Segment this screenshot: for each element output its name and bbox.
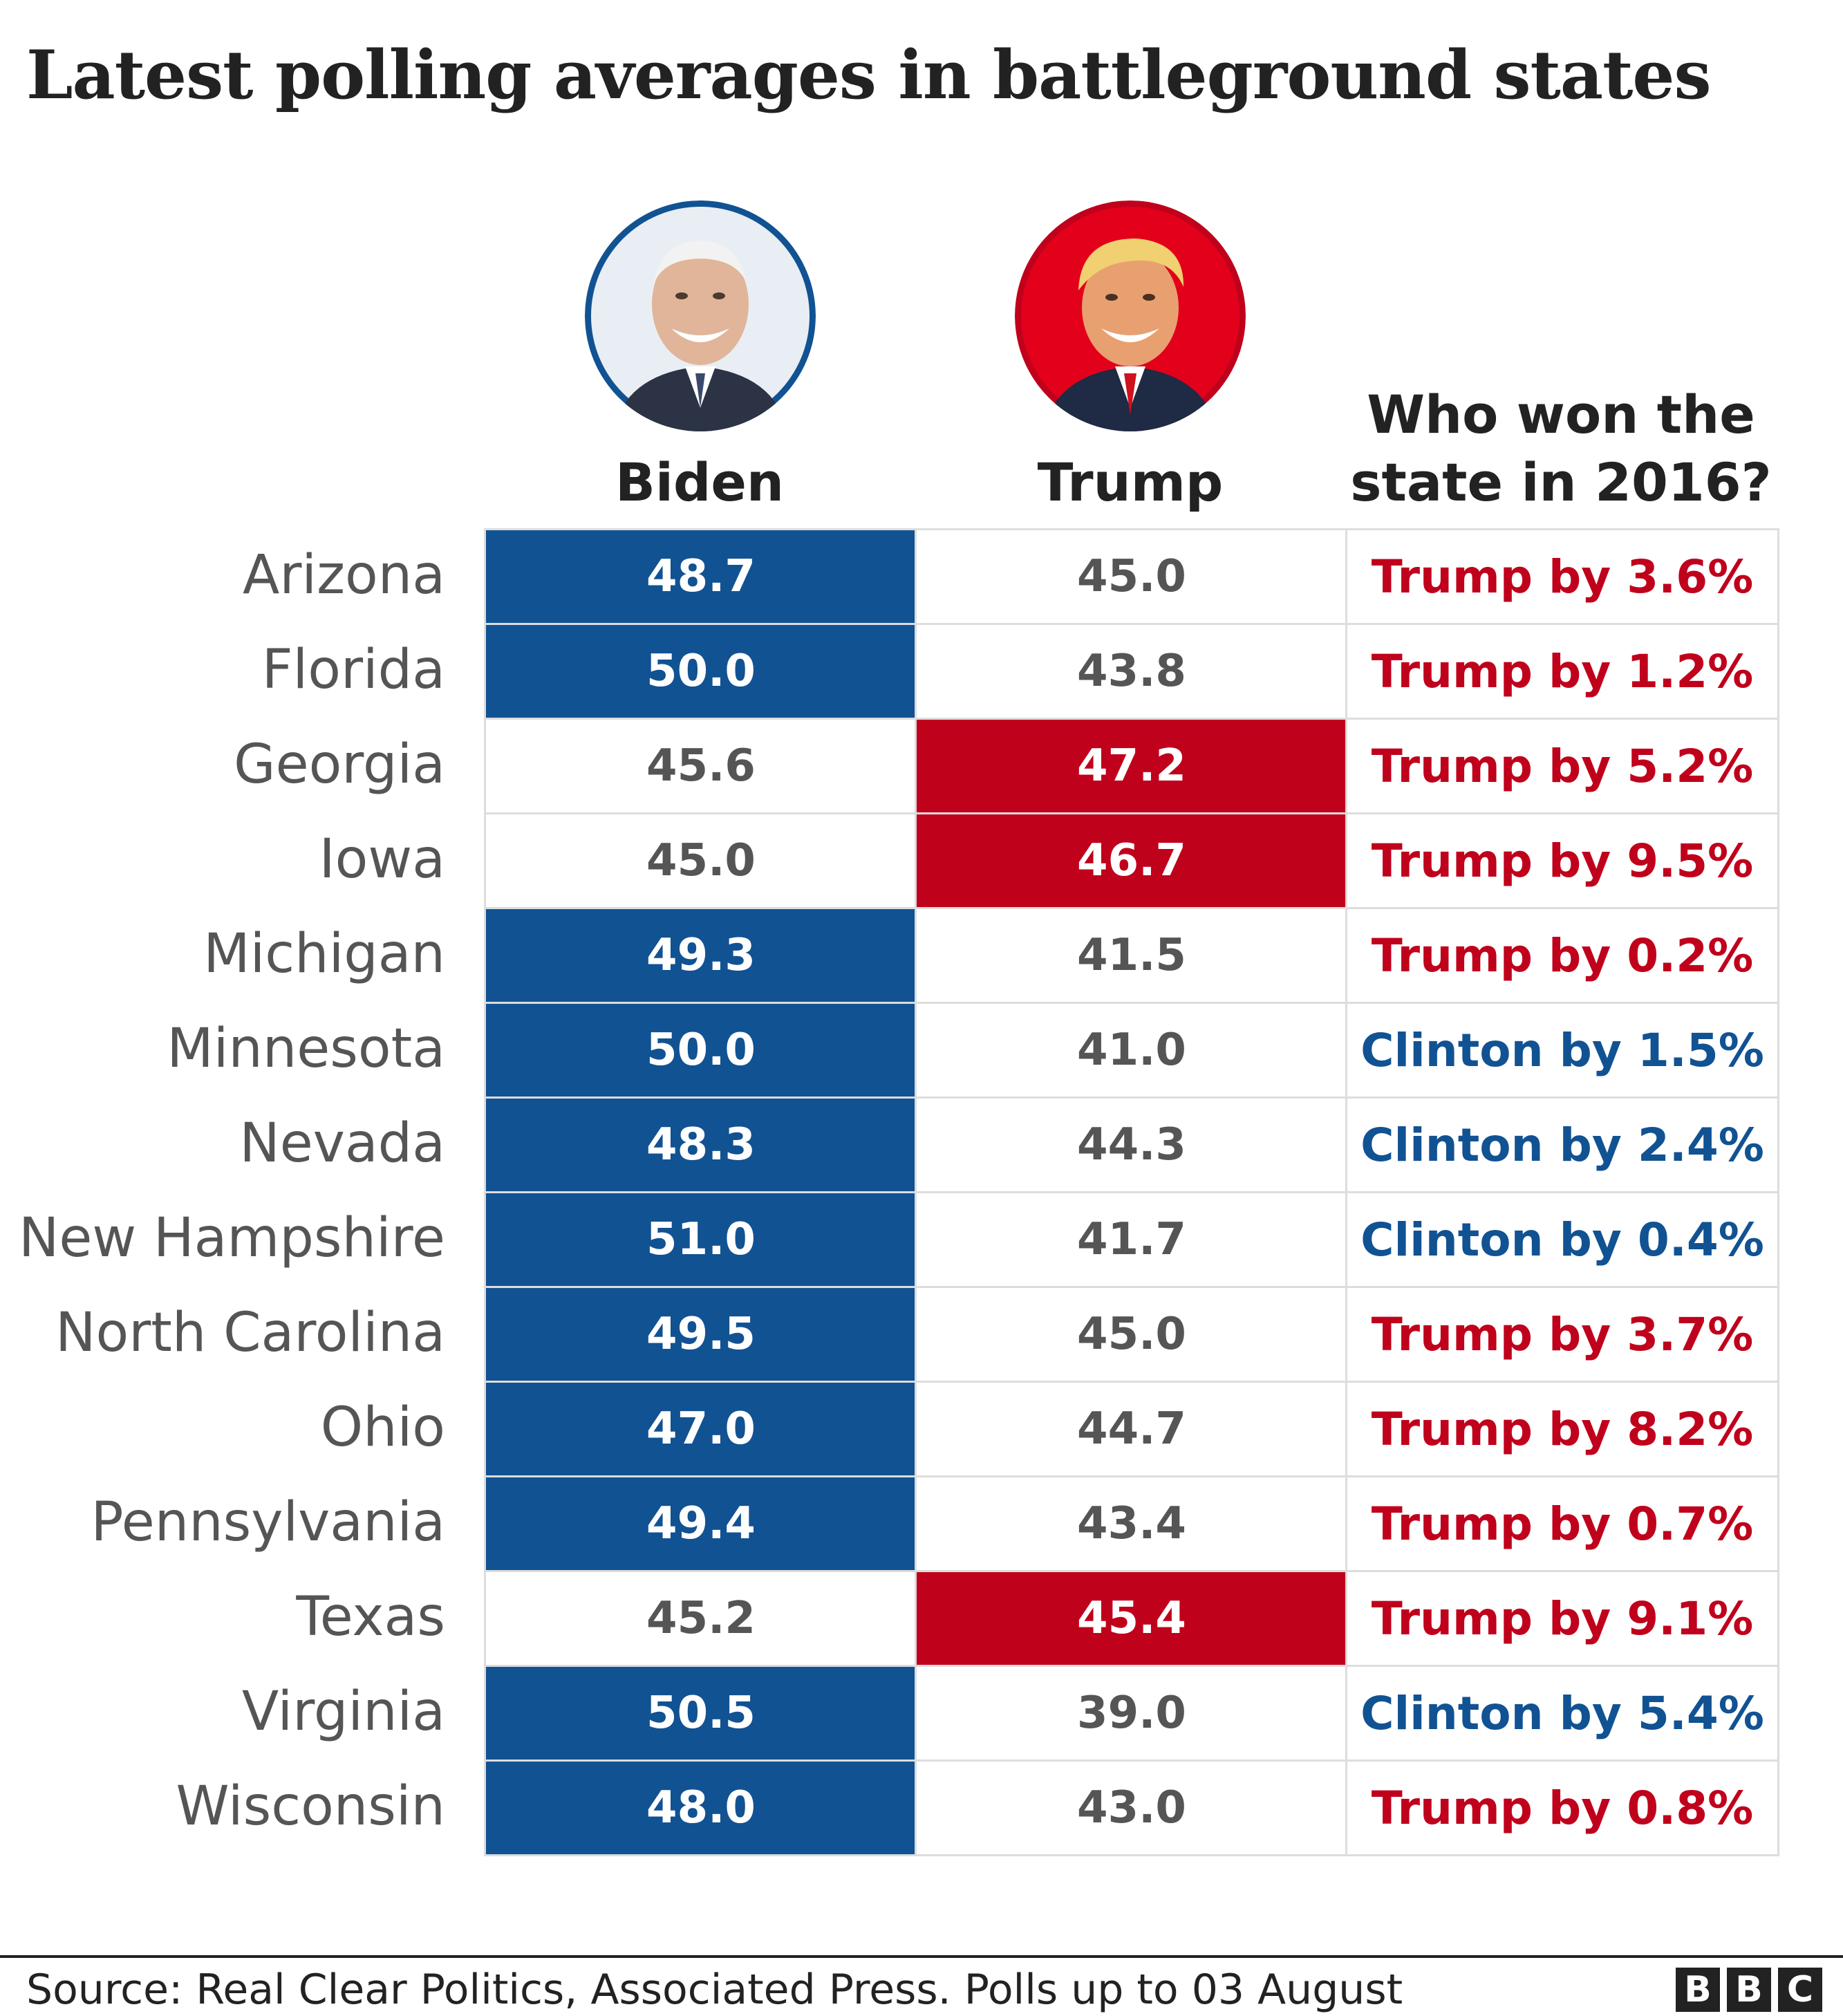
- state-label: Iowa: [319, 828, 445, 890]
- biden-value-cell: 49.5: [484, 1286, 918, 1383]
- trump-value-cell: 47.2: [915, 718, 1349, 814]
- winner-2016-cell: Trump by 8.2%: [1345, 1381, 1779, 1477]
- trump-portrait: [1015, 200, 1246, 431]
- trump-value-cell: 44.7: [915, 1381, 1349, 1477]
- state-label: Minnesota: [167, 1018, 445, 1080]
- biden-value-cell: 51.0: [484, 1191, 918, 1288]
- footer-rule: [0, 1955, 1843, 1958]
- state-label: Ohio: [320, 1397, 445, 1459]
- winner-2016-cell: Clinton by 2.4%: [1345, 1096, 1779, 1193]
- winner-2016-cell: Trump by 5.2%: [1345, 718, 1779, 814]
- trump-value-cell: 45.4: [915, 1570, 1349, 1667]
- state-label: Wisconsin: [176, 1775, 445, 1838]
- winner-2016-cell: Clinton by 0.4%: [1345, 1191, 1779, 1288]
- trump-value-cell: 43.0: [915, 1760, 1349, 1856]
- biden-value-cell: 49.3: [484, 907, 918, 1004]
- winner-2016-cell: Trump by 0.2%: [1345, 907, 1779, 1004]
- trump-value-cell: 44.3: [915, 1096, 1349, 1193]
- trump-value-cell: 43.8: [915, 623, 1349, 720]
- state-label: New Hampshire: [19, 1207, 445, 1269]
- state-label: Florida: [261, 639, 445, 701]
- state-label: Michigan: [203, 923, 445, 985]
- winner-2016-cell: Trump by 0.8%: [1345, 1760, 1779, 1856]
- state-label: Texas: [296, 1586, 445, 1648]
- biden-value-cell: 48.0: [484, 1760, 918, 1856]
- biden-value-cell: 48.3: [484, 1096, 918, 1193]
- column-header-won-line2: state in 2016?: [1350, 451, 1772, 513]
- state-label: North Carolina: [55, 1302, 445, 1364]
- biden-value-cell: 45.0: [484, 812, 918, 909]
- biden-value-cell: 48.7: [484, 528, 918, 625]
- winner-2016-cell: Trump by 9.5%: [1345, 812, 1779, 909]
- trump-value-cell: 41.0: [915, 1002, 1349, 1099]
- winner-2016-cell: Trump by 9.1%: [1345, 1570, 1779, 1667]
- biden-value-cell: 50.0: [484, 623, 918, 720]
- biden-value-cell: 45.6: [484, 718, 918, 814]
- state-label: Virginia: [241, 1681, 445, 1743]
- state-label: Nevada: [239, 1112, 445, 1175]
- winner-2016-cell: Trump by 3.6%: [1345, 528, 1779, 625]
- biden-value-cell: 45.2: [484, 1570, 918, 1667]
- chart-title: Latest polling averages in battleground …: [26, 36, 1712, 114]
- state-label: Georgia: [234, 734, 445, 796]
- biden-value-cell: 47.0: [484, 1381, 918, 1477]
- biden-value-cell: 50.0: [484, 1002, 918, 1099]
- biden-value-cell: 49.4: [484, 1475, 918, 1572]
- trump-value-cell: 46.7: [915, 812, 1349, 909]
- state-label: Arizona: [243, 544, 445, 606]
- bbc-logo-letter: C: [1778, 1968, 1822, 2012]
- bbc-logo-letter: B: [1676, 1968, 1720, 2012]
- winner-2016-cell: Clinton by 1.5%: [1345, 1002, 1779, 1099]
- trump-value-cell: 45.0: [915, 1286, 1349, 1383]
- source-note: Source: Real Clear Politics, Associated …: [26, 1966, 1403, 2014]
- column-header-trump: Trump: [1037, 451, 1224, 513]
- winner-2016-cell: Clinton by 5.4%: [1345, 1665, 1779, 1762]
- trump-value-cell: 41.7: [915, 1191, 1349, 1288]
- trump-value-cell: 43.4: [915, 1475, 1349, 1572]
- winner-2016-cell: Trump by 1.2%: [1345, 623, 1779, 720]
- trump-value-cell: 45.0: [915, 528, 1349, 625]
- biden-value-cell: 50.5: [484, 1665, 918, 1762]
- winner-2016-cell: Trump by 0.7%: [1345, 1475, 1779, 1572]
- column-header-biden: Biden: [615, 451, 785, 513]
- biden-portrait: [585, 200, 816, 431]
- trump-value-cell: 41.5: [915, 907, 1349, 1004]
- column-header-won-line1: Who won the: [1367, 384, 1755, 445]
- bbc-logo: B B C: [1676, 1968, 1822, 2012]
- winner-2016-cell: Trump by 3.7%: [1345, 1286, 1779, 1383]
- state-label: Pennsylvania: [91, 1491, 445, 1553]
- bbc-logo-letter: B: [1727, 1968, 1771, 2012]
- trump-value-cell: 39.0: [915, 1665, 1349, 1762]
